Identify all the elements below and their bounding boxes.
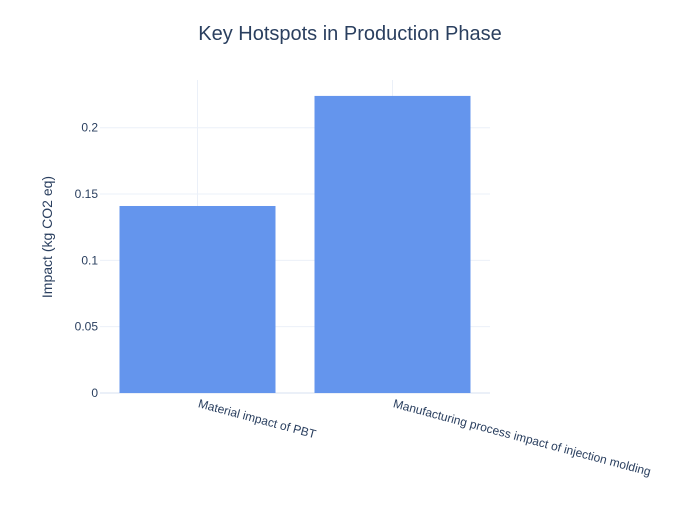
y-tick-label: 0.05 bbox=[75, 320, 99, 334]
y-tick-label: 0.1 bbox=[81, 253, 98, 267]
y-tick-label: 0.2 bbox=[81, 121, 98, 135]
bar[interactable] bbox=[119, 205, 276, 393]
bar[interactable] bbox=[314, 95, 471, 393]
bars-layer bbox=[119, 95, 471, 393]
y-tick-label: 0.15 bbox=[75, 187, 99, 201]
y-tick-labels: 0 0.05 0.1 0.15 0.2 bbox=[75, 121, 99, 400]
y-tick-label: 0 bbox=[91, 386, 98, 400]
chart-title: Key Hotspots in Production Phase bbox=[198, 23, 502, 45]
y-axis-title: Impact (kg CO2 eq) bbox=[39, 176, 55, 298]
